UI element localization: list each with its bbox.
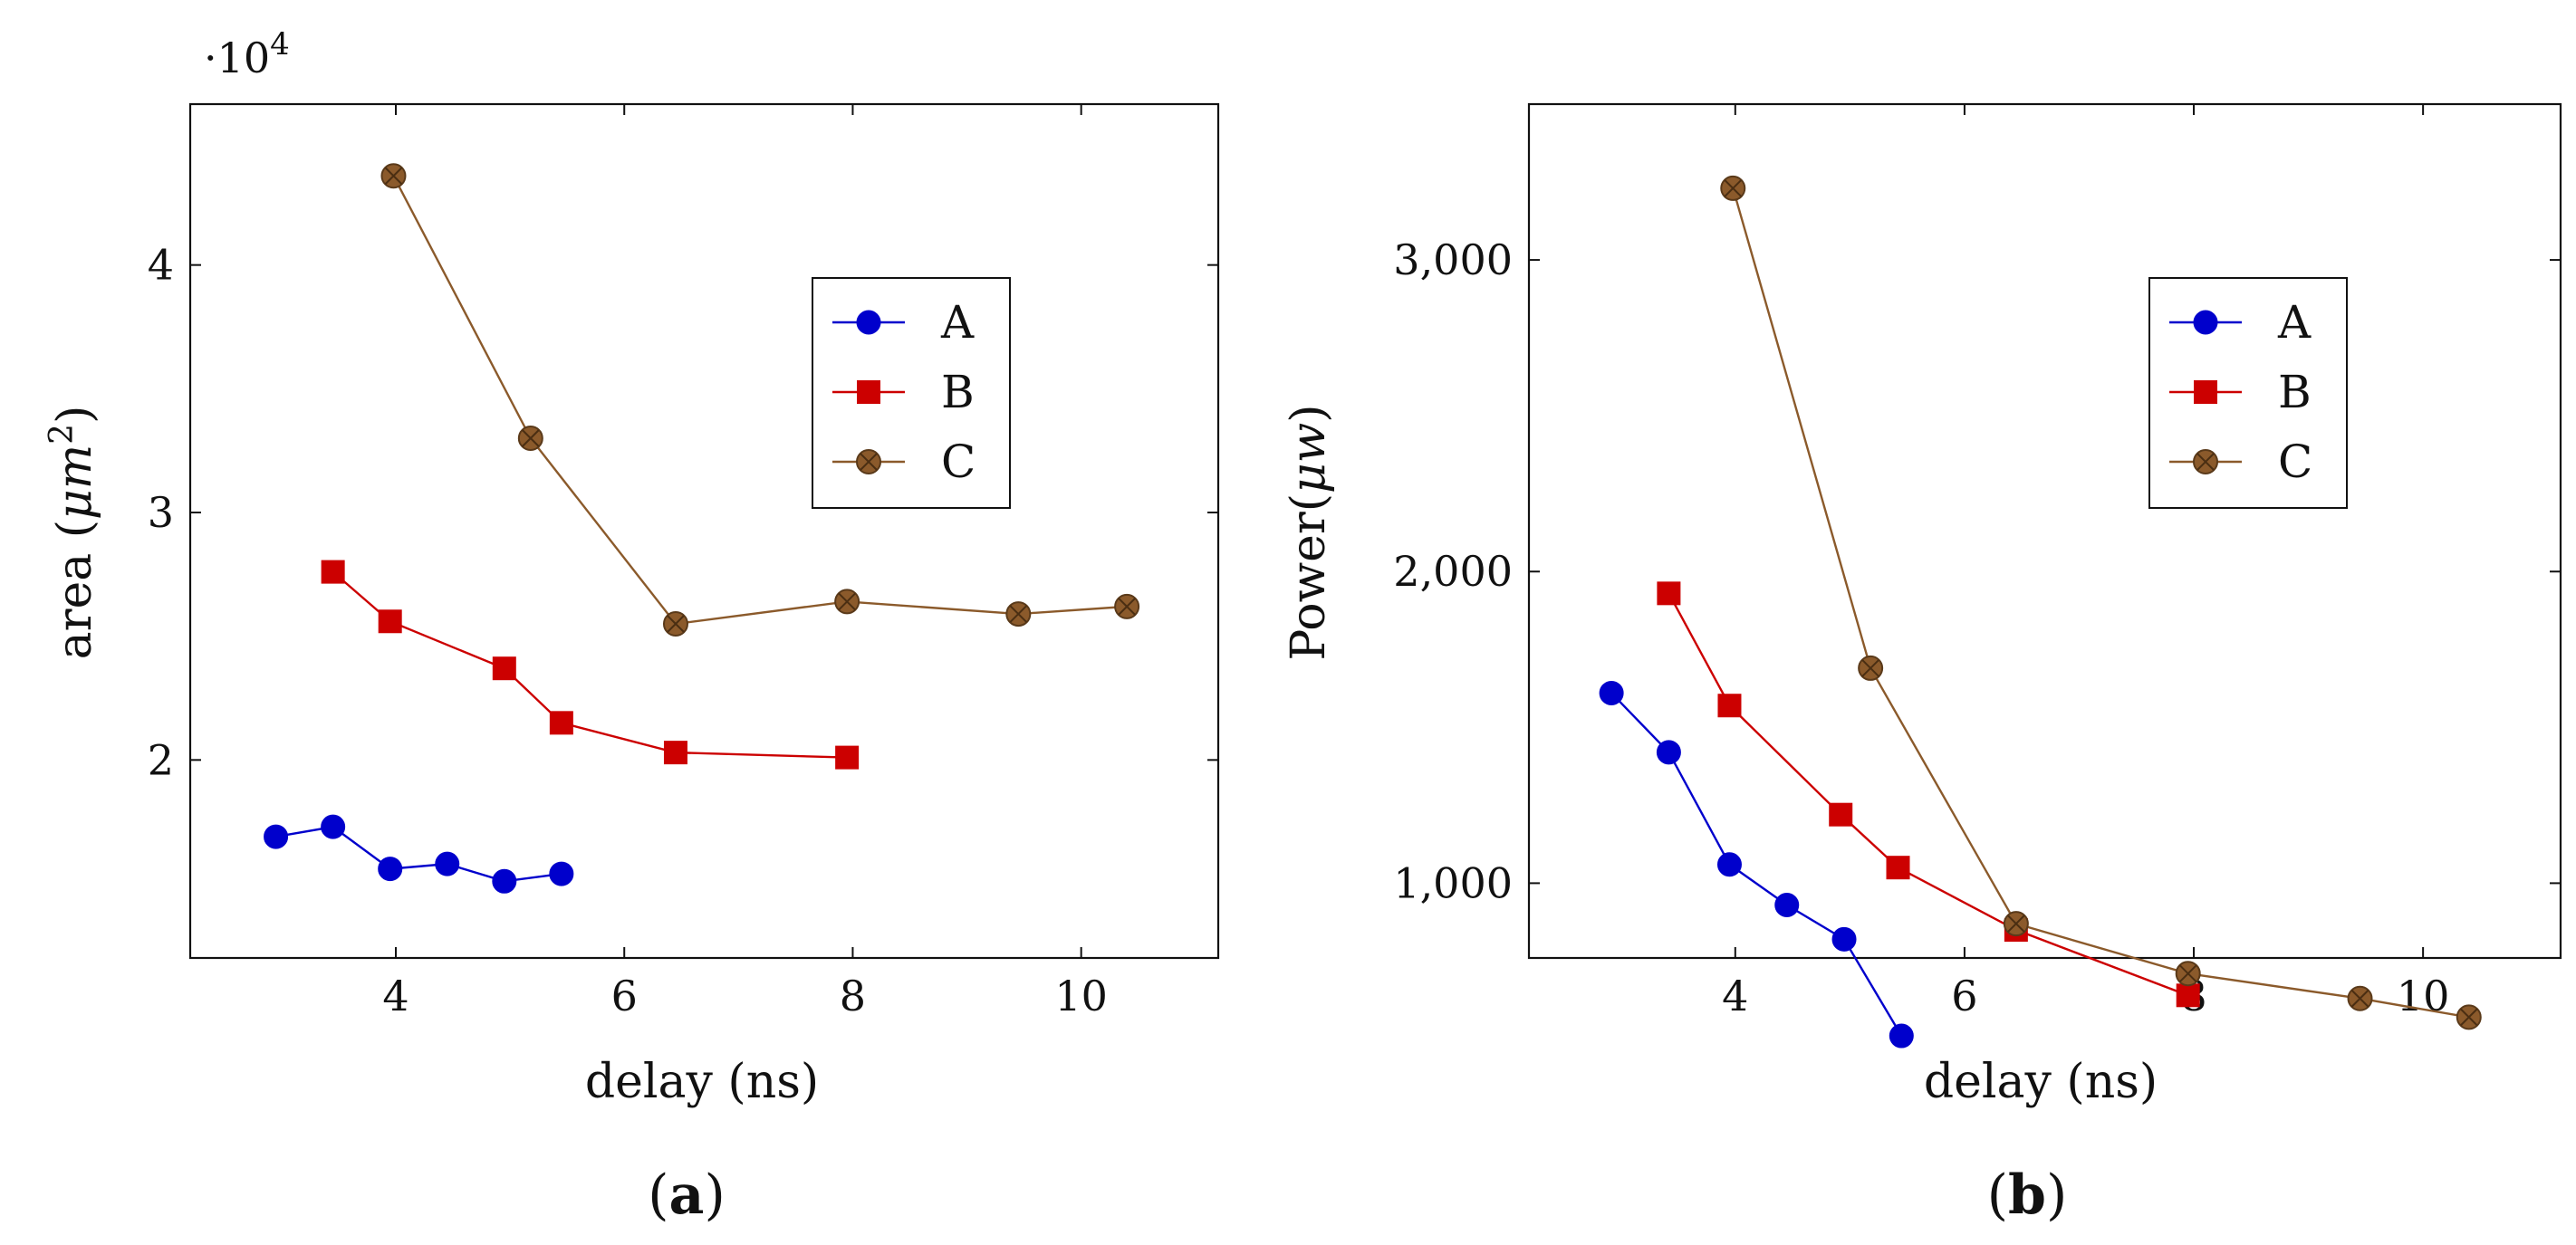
panel-b-series-a bbox=[1599, 680, 1914, 1049]
panel-a-y-tick-label: 3 bbox=[148, 488, 174, 537]
panel-a-series-b-point bbox=[835, 745, 860, 770]
panel-a-legend-entry-b: B bbox=[832, 366, 975, 418]
panel-a-legend-entry-b-label: B bbox=[941, 366, 975, 418]
panel-b-legend-entry-a-marker bbox=[2193, 310, 2218, 335]
panel-b-legend-entry-c-marker bbox=[2193, 449, 2218, 474]
panel-a-series-a-line bbox=[275, 825, 562, 883]
panel-b-caption: (b) bbox=[1987, 1164, 2068, 1227]
panel-a-series-c-point bbox=[1114, 593, 1140, 619]
panel-b-legend-entry-b-marker bbox=[2194, 380, 2217, 404]
panel-a-y-axis-label: area (μm2) bbox=[43, 406, 103, 660]
panel-a-series-c-point bbox=[380, 163, 407, 189]
panel-a-series-c-line bbox=[392, 175, 1128, 626]
panel-a-series-b-point bbox=[321, 560, 345, 584]
panel-b-series-a-line bbox=[1610, 692, 1903, 1037]
panel-b-legend-entry-b: B bbox=[2169, 366, 2312, 418]
panel-a-series-a-point bbox=[435, 851, 460, 876]
panel-a-series-a-point bbox=[549, 861, 574, 886]
panel-a-x-axis-label: delay (ns) bbox=[585, 1055, 819, 1109]
panel-b-series-b-point bbox=[2176, 983, 2200, 1008]
panel-a-series-b-line bbox=[332, 570, 848, 759]
panel-a-y-multiplier: ·104 bbox=[204, 26, 290, 82]
panel-b-series-c-point bbox=[2003, 911, 2029, 937]
panel-a-y-tick-label: 4 bbox=[148, 241, 174, 290]
panel-b-series-a-point bbox=[1656, 740, 1681, 765]
panel-b-y-tick-label: 2,000 bbox=[1393, 547, 1513, 596]
panel-a-legend-entry-a-marker bbox=[856, 310, 881, 335]
panel-a-series-c-point bbox=[517, 426, 543, 451]
panel-b-legend-entry-c-label: C bbox=[2278, 436, 2312, 488]
panel-b-x-tick-label: 4 bbox=[1722, 972, 1748, 1020]
panel-a-series-b-point bbox=[492, 656, 516, 681]
panel-a-legend-entry-a-label: A bbox=[940, 296, 975, 349]
panel-a-plot-frame bbox=[188, 102, 1220, 960]
panel-b-legend-box bbox=[2148, 277, 2348, 509]
panel-b-x-tick-label: 6 bbox=[1951, 972, 1977, 1020]
panel-a-series-a bbox=[264, 814, 574, 894]
panel-b-series-c-line bbox=[1732, 187, 2469, 1019]
panel-b-series-b-line bbox=[1668, 592, 2189, 997]
panel-a-series-c-point bbox=[662, 611, 688, 637]
panel-b-plot-frame bbox=[1527, 102, 2562, 960]
panel-b-x-axis-label: delay (ns) bbox=[1924, 1055, 2158, 1109]
panel-b-series-b bbox=[1657, 581, 2200, 1008]
panel-b-power-vs-delay: Power(μw) delay (ns) (b) 468101,0002,000… bbox=[1282, 102, 2562, 1227]
panel-a-legend-entry-c-marker bbox=[856, 449, 881, 474]
panel-b-legend-entry-b-label: B bbox=[2278, 366, 2312, 418]
panel-a-series-b-point bbox=[663, 741, 687, 765]
panel-a-series-a-point bbox=[264, 824, 289, 849]
panel-b-series-a-point bbox=[1889, 1023, 1914, 1049]
panel-b-series-c-point bbox=[1858, 655, 1884, 681]
panel-b-series-c-point bbox=[2347, 985, 2373, 1011]
panel-b-series-c-point bbox=[2175, 961, 2201, 987]
panel-b-series-a-point bbox=[1716, 852, 1742, 877]
panel-a-series-b-point bbox=[378, 609, 402, 634]
panel-a-y-tick-label: 2 bbox=[148, 735, 174, 784]
panel-b-y-tick-label: 3,000 bbox=[1393, 235, 1513, 284]
panel-a-series-b bbox=[321, 560, 860, 770]
panel-a-x-tick-label: 6 bbox=[611, 972, 638, 1020]
panel-b-legend-entry-c: C bbox=[2169, 436, 2312, 488]
panel-a-series-c-point bbox=[834, 589, 860, 615]
panel-b-y-tick-label: 1,000 bbox=[1393, 858, 1513, 907]
panel-a-legend-entry-a: A bbox=[832, 296, 975, 349]
panel-a-x-tick-label: 10 bbox=[1054, 972, 1108, 1020]
panel-b-series-c bbox=[1720, 175, 2482, 1030]
panel-b-legend: ABC bbox=[2148, 277, 2348, 509]
panel-b-legend-entry-a: A bbox=[2169, 296, 2312, 349]
panel-b-series-c-point bbox=[1720, 175, 1746, 201]
panel-a-series-a-point bbox=[492, 868, 517, 894]
panel-a-area-vs-delay: ·104 area (μm2) delay (ns) (a) 4 6 8 10 2 3 4 A… bbox=[43, 26, 1220, 1227]
panel-a-series-a-point bbox=[321, 814, 346, 839]
panel-a-series-a-point bbox=[378, 857, 403, 882]
panel-a-legend-entry-c: C bbox=[832, 436, 976, 488]
panel-b-series-b-point bbox=[1886, 856, 1910, 880]
panel-b-series-a-point bbox=[1831, 926, 1857, 952]
panel-b-series-b-point bbox=[1657, 581, 1681, 606]
panel-b-legend-entry-a-label: A bbox=[2277, 296, 2312, 349]
panel-b-series-b-point bbox=[1829, 802, 1853, 827]
panel-a-series-c bbox=[380, 163, 1140, 637]
panel-a-x-tick-label: 8 bbox=[840, 972, 866, 1020]
panel-a-legend-entry-b-marker bbox=[857, 380, 880, 404]
panel-a-legend: ABC bbox=[812, 277, 1011, 509]
panel-a-series-b-point bbox=[549, 711, 573, 735]
panel-a-x-tick-label: 4 bbox=[382, 972, 409, 1020]
panel-a-series-c-point bbox=[1005, 601, 1032, 627]
panel-b-series-a-point bbox=[1774, 892, 1800, 917]
panel-b-series-a-point bbox=[1599, 680, 1624, 705]
panel-b-series-b-point bbox=[1717, 694, 1742, 718]
panel-a-legend-entry-c-label: C bbox=[941, 436, 976, 488]
panel-b-y-axis-label: Power(μw) bbox=[1282, 404, 1336, 660]
panel-b-series-c-point bbox=[2456, 1004, 2482, 1030]
panel-a-caption: (a) bbox=[648, 1164, 726, 1227]
